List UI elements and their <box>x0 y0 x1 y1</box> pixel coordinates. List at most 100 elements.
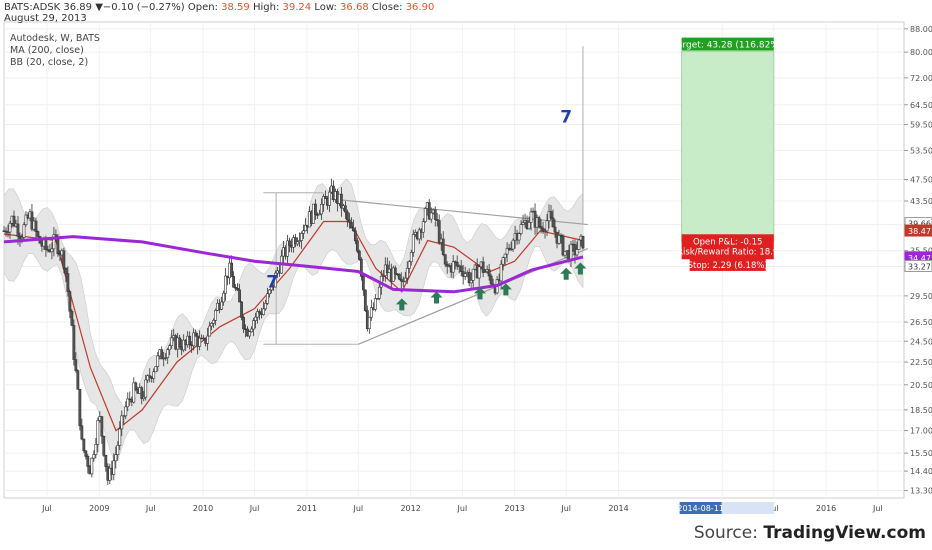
candle-body <box>62 250 66 269</box>
candle-body <box>232 276 235 288</box>
candle-body <box>22 224 26 238</box>
candle-body <box>417 229 421 240</box>
candle-body <box>345 211 349 221</box>
annotations: 77 <box>266 107 572 292</box>
price-badge-label: 33.27 <box>908 263 931 272</box>
candle-body <box>146 375 150 381</box>
candle-body <box>489 275 493 285</box>
candles <box>2 178 585 486</box>
candle-body <box>349 221 353 229</box>
candle-body <box>557 234 561 244</box>
candle-body <box>24 214 28 225</box>
candle-body <box>168 345 172 351</box>
candle-body <box>357 250 361 260</box>
candle-body <box>373 298 377 310</box>
candle-body <box>100 416 104 437</box>
candle-body <box>140 387 144 399</box>
time-axis[interactable]: Jul 2009 Jul 2010 Jul 2011 Jul 2012 Jul 2013 Jul 20… <box>41 502 883 514</box>
price-badge <box>904 224 932 237</box>
x-tick-label: Jul <box>41 504 52 513</box>
target-badge <box>681 37 774 51</box>
rr-label: Risk/Reward Ratio: 18.9 <box>677 247 778 257</box>
legend-ma[interactable]: MA (200, close) <box>10 45 84 56</box>
candle-body <box>543 230 547 233</box>
x-tick-label: Jul <box>457 504 468 513</box>
candle-body <box>318 213 321 216</box>
candle-body <box>509 248 513 251</box>
annotation-label: 7 <box>560 107 572 127</box>
up-arrow-icon <box>474 287 487 300</box>
legend-series[interactable]: Autodesk, W, BATS <box>10 33 100 44</box>
y-tick-label: 13.30 <box>910 487 932 496</box>
x-tick-label: 2014 <box>608 504 628 513</box>
candle-body <box>104 454 108 467</box>
candle-body <box>8 223 12 233</box>
y-tick-label: 47.50 <box>910 176 932 185</box>
candle-body <box>96 420 100 445</box>
position-zone[interactable]: Target: 43.28 (116.82%) Open P&L: -0.15Ri… <box>672 37 782 271</box>
candle-body <box>274 272 277 288</box>
x-tick-label: Jul <box>872 504 883 513</box>
candle-body <box>198 337 202 347</box>
candle-body <box>433 209 437 220</box>
ma200-line <box>3 235 584 294</box>
candle-body <box>94 444 98 455</box>
annotation-label: 7 <box>266 273 278 293</box>
candle-body <box>577 239 581 250</box>
x-tick-label: Jul <box>145 504 156 513</box>
candle-body <box>144 379 148 398</box>
candle-body <box>505 247 509 255</box>
candle-body <box>451 261 455 273</box>
candle-body <box>118 428 122 446</box>
candle-body <box>20 237 24 239</box>
candle-body <box>214 309 218 321</box>
candle-body <box>30 211 34 230</box>
candle-body <box>188 335 192 345</box>
bollinger-band <box>3 178 584 464</box>
x-tick-label: 2013 <box>505 504 525 513</box>
candle-body <box>397 274 401 280</box>
candle-body <box>252 320 255 330</box>
candle-body <box>575 249 579 256</box>
candle-body <box>164 357 168 359</box>
candle-body <box>401 280 405 283</box>
candle-body <box>248 331 251 337</box>
candle-body <box>134 382 138 390</box>
candle-body <box>50 248 54 253</box>
candle-body <box>545 220 549 232</box>
candle-body <box>72 325 76 360</box>
candle-body <box>553 226 557 233</box>
price-badge-label: 38.47 <box>908 227 931 236</box>
candle-body <box>487 269 491 277</box>
candle-body <box>126 398 130 408</box>
candle-body <box>294 237 297 245</box>
price-axis[interactable]: 88.00 80.00 72.00 64.50 59.50 53.50 47.50 43.50… <box>904 25 932 496</box>
candle-body <box>234 286 237 289</box>
candle-body <box>445 263 449 267</box>
up-arrow-icon <box>395 298 408 311</box>
candle-body <box>537 217 541 227</box>
x-tick-label: Jul <box>352 504 363 513</box>
candle-body <box>304 224 307 232</box>
candle-body <box>501 257 505 265</box>
y-tick-label: 64.50 <box>910 101 932 110</box>
candle-body <box>208 325 212 337</box>
legend-bb[interactable]: BB (20, close, 2) <box>10 57 89 68</box>
candle-body <box>541 227 545 232</box>
candle-body <box>152 371 156 379</box>
ma200-polyline <box>3 235 584 294</box>
pl-label: Open P&L: -0.15 <box>693 237 762 247</box>
candle-body <box>166 349 170 358</box>
candle-body <box>112 460 116 475</box>
y-tick-label: 88.00 <box>910 25 932 34</box>
candle-body <box>393 267 397 275</box>
candle-body <box>302 230 305 234</box>
price-badge-label: 34.47 <box>908 254 931 263</box>
source-credit: Source: TradingView.com <box>694 523 926 543</box>
candle-body <box>353 230 357 242</box>
candle-body <box>369 307 373 318</box>
y-tick-label: 72.00 <box>910 74 932 83</box>
y-tick-label: 24.50 <box>910 337 932 346</box>
stop-label: Stop: 2.29 (6.18%) <box>688 261 768 271</box>
